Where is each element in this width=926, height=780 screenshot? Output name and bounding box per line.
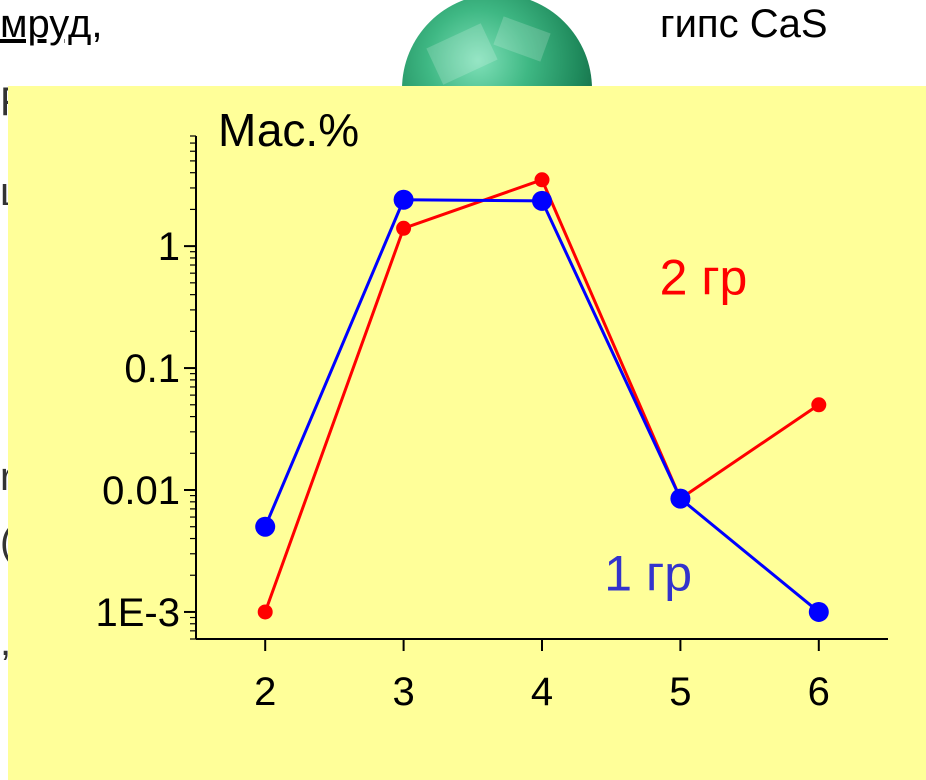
x-tick-label: 4 xyxy=(531,670,553,714)
y-axis-title: Мас.% xyxy=(218,104,359,156)
series-annotation: 1 гр xyxy=(604,545,692,601)
data-point xyxy=(255,516,276,537)
data-point xyxy=(257,604,273,620)
y-tick-label: 0.01 xyxy=(102,469,180,513)
x-tick-label: 6 xyxy=(808,670,830,714)
background-text-left: мруд, xyxy=(0,2,103,46)
data-point xyxy=(670,488,691,509)
y-tick-label: 1E-3 xyxy=(96,591,181,635)
chart-axes xyxy=(184,135,888,651)
data-point xyxy=(534,172,550,188)
chart-series xyxy=(255,172,829,622)
chart-labels: 1E-3 0.01 0.1 1 2 3 4 5 6 Мас.% 2 гр 1 гр xyxy=(96,104,830,714)
data-point xyxy=(393,189,414,210)
data-point xyxy=(811,397,827,413)
y-tick-label: 1 xyxy=(158,225,180,269)
y-tick-label: 0.1 xyxy=(124,347,180,391)
x-tick-label: 2 xyxy=(254,670,276,714)
fragment-text: , xyxy=(0,620,12,664)
series-annotation: 2 гр xyxy=(660,250,748,306)
line-chart: 1E-3 0.01 0.1 1 2 3 4 5 6 Мас.% 2 гр 1 гр xyxy=(96,104,888,714)
data-point xyxy=(532,190,552,211)
chart-panel: 1E-3 0.01 0.1 1 2 3 4 5 6 Мас.% 2 гр 1 гр xyxy=(8,86,926,780)
x-tick-label: 3 xyxy=(392,670,414,714)
data-point xyxy=(396,220,412,236)
background-text-right: гипс CaS xyxy=(660,2,828,46)
series-line-1 xyxy=(263,177,820,613)
x-tick-label: 5 xyxy=(669,670,691,714)
data-point xyxy=(808,601,829,622)
